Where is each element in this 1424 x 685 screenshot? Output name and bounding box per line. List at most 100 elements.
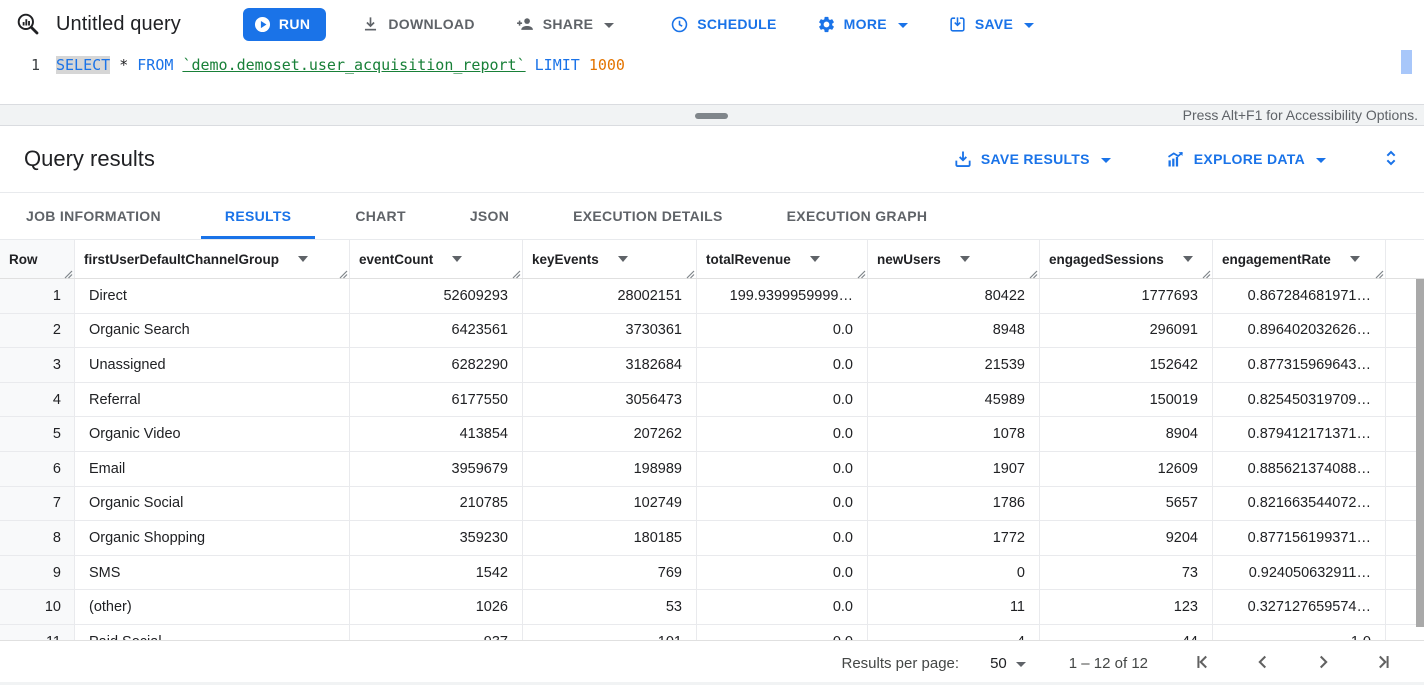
table-cell: 3730361 — [523, 313, 697, 349]
sql-keyword-limit: LIMIT — [534, 56, 580, 74]
table-cell: 0.0 — [697, 313, 868, 349]
next-page-button[interactable] — [1310, 649, 1336, 678]
column-label: Row — [9, 251, 38, 267]
sql-table-link[interactable]: `demo.demoset.user_acquisition_report` — [182, 56, 526, 74]
tab-execution-details[interactable]: EXECUTION DETAILS — [573, 208, 723, 224]
table-cell: 123 — [1040, 590, 1213, 625]
query-title: Untitled query — [56, 12, 181, 35]
table-cell: 210785 — [350, 486, 523, 522]
tab-execution-graph[interactable]: EXECUTION GRAPH — [786, 208, 928, 224]
row-filler-cell — [1386, 590, 1424, 625]
table-cell: 180185 — [523, 521, 697, 556]
table-row: 4 Referral 6177550 3056473 0.0 45989 150019 0.8… — [0, 382, 1424, 418]
chevron-left-icon — [1258, 655, 1267, 668]
editor-scrollbar[interactable] — [1401, 50, 1412, 74]
table-cell: 0.879412171371… — [1213, 417, 1386, 452]
table-row: 1 Direct 52609293 28002151 199.9399959999… 80… — [0, 279, 1424, 314]
download-button[interactable]: DOWNLOAD — [357, 9, 478, 40]
column-resize-handle[interactable] — [1028, 267, 1038, 279]
table-cell: 937 — [350, 624, 523, 640]
first-page-icon — [1197, 655, 1207, 668]
column-header-newUsers[interactable]: newUsers — [868, 240, 1040, 279]
column-header-engagementRate[interactable]: engagementRate — [1213, 240, 1386, 279]
column-menu-icon[interactable] — [617, 256, 628, 262]
share-button[interactable]: SHARE — [511, 8, 619, 40]
column-menu-icon[interactable] — [959, 256, 970, 262]
column-resize-handle[interactable] — [685, 267, 695, 279]
window-bottom-edge — [0, 682, 1424, 685]
schedule-button[interactable]: SCHEDULE — [666, 9, 780, 40]
table-cell: 0.0 — [697, 624, 868, 640]
tab-json[interactable]: JSON — [469, 208, 510, 224]
gear-icon — [817, 15, 836, 34]
column-header-firstUserDefaultChannelGroup[interactable]: firstUserDefaultChannelGroup — [75, 240, 350, 279]
column-header-eventCount[interactable]: eventCount — [350, 240, 523, 279]
table-row: 8 Organic Shopping 359230 180185 0.0 1772 9204… — [0, 521, 1424, 556]
previous-page-button[interactable] — [1250, 649, 1276, 678]
results-per-page-label: Results per page: — [841, 654, 960, 672]
column-menu-icon[interactable] — [452, 256, 463, 262]
column-menu-icon[interactable] — [1182, 256, 1193, 262]
tab-results[interactable]: RESULTS — [200, 193, 316, 239]
query-toolbar: Untitled query RUN DOWNLOAD — [0, 0, 1424, 48]
column-resize-handle[interactable] — [511, 267, 521, 279]
table-row: 5 Organic Video 413854 207262 0.0 1078 8904 0.8… — [0, 417, 1424, 452]
last-page-button[interactable] — [1370, 649, 1396, 678]
table-cell: 0 — [868, 555, 1040, 591]
sql-editor[interactable]: 1 SELECT * FROM `demo.demoset.user_acqui… — [0, 48, 1424, 104]
results-tab-bar: JOB INFORMATION RESULTS CHART JSON EXECU… — [0, 192, 1424, 240]
tab-job-information[interactable]: JOB INFORMATION — [26, 208, 161, 224]
column-resize-handle[interactable] — [338, 267, 348, 279]
expand-collapse-toggle[interactable] — [1378, 145, 1404, 174]
table-cell: 102749 — [523, 486, 697, 522]
row-number-cell: 9 — [0, 555, 75, 591]
chart-icon — [1165, 149, 1186, 170]
first-page-button[interactable] — [1190, 649, 1216, 678]
column-header-engagedSessions[interactable]: engagedSessions — [1040, 240, 1213, 279]
table-scrollbar[interactable] — [1416, 279, 1424, 627]
column-header-Row[interactable]: Row — [0, 240, 75, 279]
last-page-icon — [1379, 655, 1389, 668]
sql-code-line[interactable]: SELECT * FROM `demo.demoset.user_acquisi… — [56, 56, 625, 74]
row-number-cell: 1 — [0, 279, 75, 314]
column-resize-handle[interactable] — [1374, 267, 1384, 279]
table-cell: 1772 — [868, 521, 1040, 556]
table-cell: 101 — [523, 624, 697, 640]
table-row: 6 Email 3959679 198989 0.0 1907 12609 0.8856213… — [0, 451, 1424, 487]
table-cell: 1.0 — [1213, 624, 1386, 640]
column-label: totalRevenue — [706, 251, 791, 267]
table-cell: 44 — [1040, 624, 1213, 640]
column-header-keyEvents[interactable]: keyEvents — [523, 240, 697, 279]
accessibility-note: Press Alt+F1 for Accessibility Options. — [1182, 107, 1418, 123]
row-number-cell: 7 — [0, 486, 75, 522]
save-results-button[interactable]: SAVE RESULTS — [953, 149, 1111, 169]
column-resize-handle[interactable] — [63, 267, 73, 279]
query-tab-icon — [14, 10, 42, 38]
table-cell: 53 — [523, 590, 697, 625]
column-menu-icon[interactable] — [809, 256, 820, 262]
row-filler-cell — [1386, 348, 1424, 383]
table-cell: 0.885621374088… — [1213, 451, 1386, 487]
table-cell: 1542 — [350, 555, 523, 591]
panel-resize-handle[interactable] — [695, 113, 728, 119]
unfold-icon — [1386, 150, 1396, 165]
table-cell: 28002151 — [523, 279, 697, 314]
more-button[interactable]: MORE — [813, 9, 912, 40]
column-menu-icon[interactable] — [298, 256, 309, 262]
row-number-cell: 4 — [0, 382, 75, 418]
column-resize-handle[interactable] — [1201, 267, 1211, 279]
table-cell: 1786 — [868, 486, 1040, 522]
column-resize-handle[interactable] — [856, 267, 866, 279]
table-cell: 359230 — [350, 521, 523, 556]
explore-data-button[interactable]: EXPLORE DATA — [1165, 149, 1326, 170]
table-row: 9 SMS 1542 769 0.0 0 73 0.924050632911… — [0, 555, 1424, 591]
play-icon — [253, 15, 272, 34]
column-header-totalRevenue[interactable]: totalRevenue — [697, 240, 868, 279]
tab-chart[interactable]: CHART — [355, 208, 406, 224]
run-button[interactable]: RUN — [242, 7, 327, 41]
save-button[interactable]: SAVE — [944, 9, 1038, 40]
page-size-select[interactable]: 50 — [990, 655, 1026, 672]
column-menu-icon[interactable] — [1349, 256, 1360, 262]
chevron-down-icon — [1100, 157, 1111, 163]
table-cell: 80422 — [868, 279, 1040, 314]
